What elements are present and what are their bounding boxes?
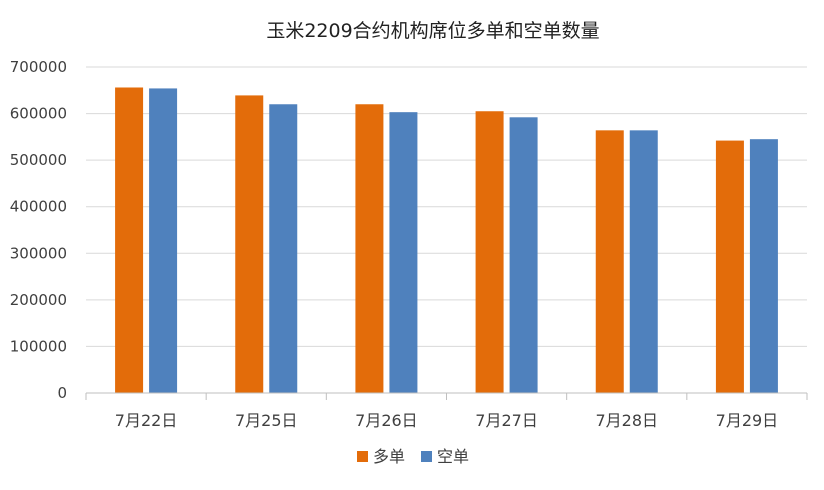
x-tick-label: 7月27日 — [475, 411, 538, 430]
bar-long — [235, 95, 264, 393]
y-tick-label: 0 — [57, 384, 67, 402]
bar-long — [115, 87, 144, 394]
bar-short — [149, 88, 178, 394]
bar-short — [389, 112, 418, 393]
bar-long — [355, 104, 384, 393]
chart-title: 玉米2209合约机构席位多单和空单数量 — [266, 20, 599, 42]
legend-label: 空单 — [437, 447, 469, 466]
x-tick-label: 7月29日 — [716, 411, 779, 430]
bar-short — [749, 139, 778, 393]
y-tick-label: 100000 — [10, 337, 67, 355]
bar-short — [509, 117, 538, 393]
y-tick-label: 400000 — [10, 198, 67, 216]
x-tick-label: 7月22日 — [115, 411, 178, 430]
bar-long — [715, 140, 744, 393]
y-tick-label: 500000 — [10, 151, 67, 169]
bar-long — [595, 130, 624, 393]
legend-swatch — [421, 451, 432, 462]
y-tick-label: 300000 — [10, 244, 67, 262]
y-tick-label: 600000 — [10, 105, 67, 123]
x-tick-label: 7月25日 — [235, 411, 298, 430]
x-tick-label: 7月28日 — [595, 411, 658, 430]
legend: 多单 空单 — [357, 447, 469, 466]
bar-short — [269, 104, 298, 393]
y-tick-label: 200000 — [10, 291, 67, 309]
legend-swatch — [357, 451, 368, 462]
x-tick-label: 7月26日 — [355, 411, 418, 430]
bar-short — [629, 130, 658, 393]
legend-label: 多单 — [373, 447, 405, 466]
bars — [115, 87, 778, 394]
axes: 0 100000 200000 300000 400000 500000 600000 700… — [10, 58, 808, 430]
bar-long — [475, 111, 504, 393]
y-tick-label: 700000 — [10, 58, 67, 76]
gridlines — [86, 66, 807, 347]
